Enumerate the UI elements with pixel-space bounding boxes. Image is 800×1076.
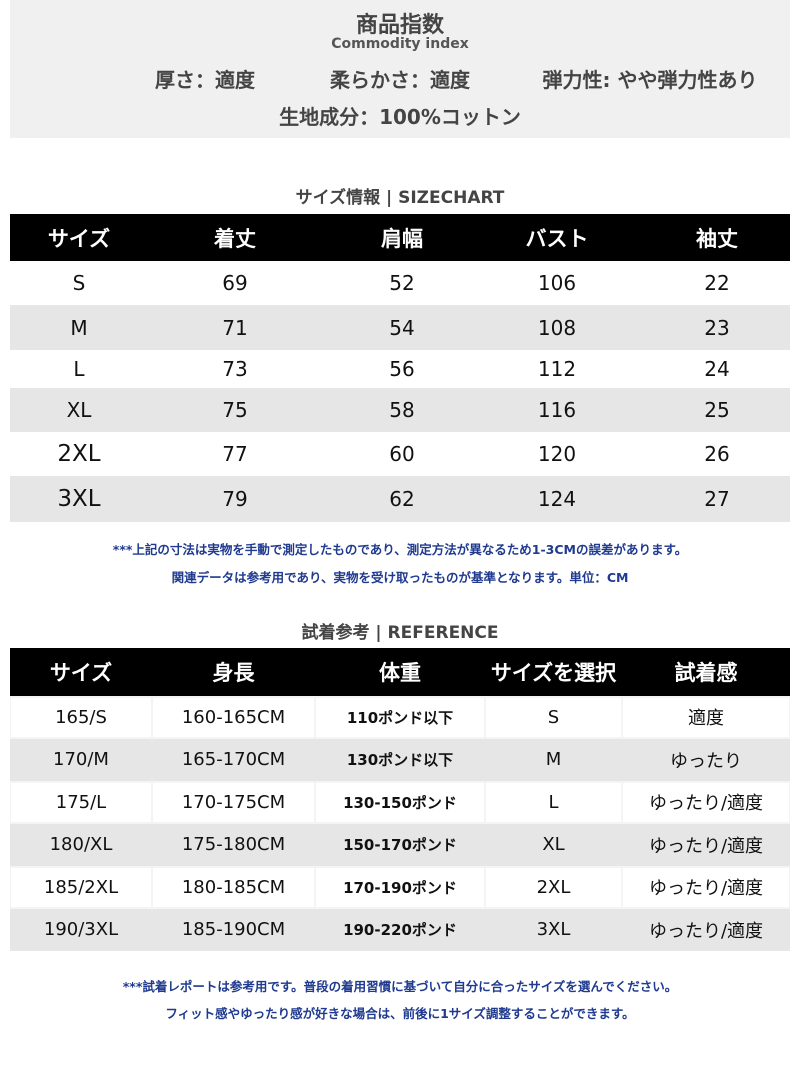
table-cell: 190/3XL [11,910,151,949]
table-cell: 175-180CM [153,825,314,864]
table-cell: M [70,315,88,340]
table-cell: ゆったり [623,740,789,779]
index-attribute: 柔らかさ：適度 [330,67,470,92]
table-cell: 54 [389,315,415,340]
note: 関連データは参考用であり、実物を受け取ったものが基準となります。単位：CM [171,569,629,585]
table-cell: 77 [222,442,248,466]
header-cell: サイズ [49,661,113,685]
table-cell: 106 [537,271,577,295]
table-row [10,476,790,522]
table-cell: 124 [537,487,577,511]
table-cell: 120 [537,442,577,466]
table-cell: 3XL [486,910,621,949]
table-cell: 108 [537,315,577,340]
table-cell: ゆったり/適度 [623,825,789,864]
table-cell: 52 [389,271,415,295]
table-cell: 73 [222,357,248,381]
table-cell: 60 [389,442,415,466]
table-cell: ゆったり/適度 [623,868,789,907]
table-cell: M [486,740,621,779]
table-cell: ゆったり/適度 [623,783,789,822]
header-cell: 体重 [379,661,421,685]
table-cell: 185-190CM [153,910,314,949]
table-cell: 185/2XL [11,868,151,907]
index-attribute: 弾力性: やや弾力性あり [542,67,758,92]
table-cell: 112 [537,357,577,381]
table-row [10,350,790,388]
table-row [10,432,790,476]
header-cell: 着丈 [214,226,256,251]
header-cell: サイズ [47,226,111,251]
table-row [10,261,790,305]
table-cell: XL [486,825,621,864]
header-cell: 袖丈 [696,226,738,251]
table-cell: 160-165CM [153,698,314,737]
index-subtitle: Commodity index [331,36,469,52]
index-title: 商品指数 [355,13,444,38]
table-cell: 190-220ポンド [316,910,484,949]
table-cell: 130-150ポンド [316,783,484,822]
index-attribute: 厚さ：適度 [155,67,255,92]
note: フィット感やゆったり感が好きな場合は、前後に1サイズ調整することができます。 [165,1005,635,1021]
table-cell: L [73,357,85,381]
table-cell: 69 [222,271,248,295]
table-cell: XL [66,398,92,422]
header-cell: 試着感 [674,661,738,685]
table-cell: 3XL [57,486,101,512]
table-cell: 2XL [57,441,101,467]
section-heading: 試着参考 | REFERENCE [301,622,499,643]
table-row [10,305,790,350]
table-cell: 56 [389,357,415,381]
index-panel [10,0,790,138]
table-cell: 150-170ポンド [316,825,484,864]
table-cell: 130ポンド以下 [316,740,484,779]
note: ***試着レポートは参考用です。普段の着用習慣に基づいて自分に合ったサイズを選ん… [122,978,678,994]
table-cell: 24 [704,357,730,381]
header-cell: サイズを選択 [490,661,617,685]
table-cell: 165/S [11,698,151,737]
table-cell: S [72,271,86,295]
table-cell: 170-175CM [153,783,314,822]
table-cell: 170/M [11,740,151,779]
table-cell: 27 [704,487,730,511]
table-cell: 165-170CM [153,740,314,779]
header-cell: 身長 [212,661,255,685]
table-cell: 116 [537,398,577,422]
table-cell: ゆったり/適度 [623,910,789,949]
table-cell: L [486,783,621,822]
note: ***上記の寸法は実物を手動で測定したものであり、測定方法が異なるため1-3CM… [112,541,688,557]
table-cell: 180/XL [11,825,151,864]
table-cell: 79 [222,487,248,511]
table-cell: 適度 [623,698,789,737]
table-cell: 175/L [11,783,151,822]
table-cell: 23 [704,315,730,340]
index-material: 生地成分：100%コットン [279,104,521,129]
table-cell: S [486,698,621,737]
header-cell: バスト [525,226,589,251]
table-cell: 25 [704,398,730,422]
section-heading: サイズ情報 | SIZECHART [295,187,505,208]
table-cell: 110ポンド以下 [316,698,484,737]
table-cell: 71 [222,315,248,340]
table-cell: 62 [389,487,415,511]
header-cell: 肩幅 [381,226,423,251]
table-cell: 26 [704,442,730,466]
header-band [10,648,790,696]
table-row [10,388,790,432]
table-cell: 58 [389,398,415,422]
table-cell: 75 [222,398,248,422]
table-cell: 22 [704,271,730,295]
table-cell: 2XL [486,868,621,907]
table-cell: 170-190ポンド [316,868,484,907]
table-cell: 180-185CM [153,868,314,907]
header-band [10,214,790,261]
